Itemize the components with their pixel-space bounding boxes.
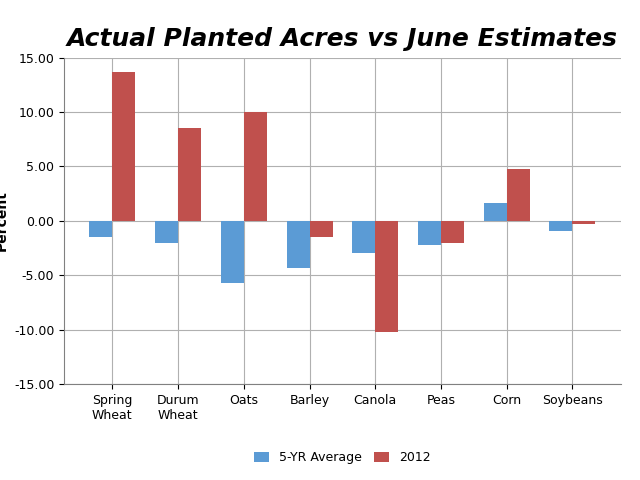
Bar bbox=[507, 168, 530, 221]
Bar bbox=[375, 221, 398, 332]
Bar bbox=[90, 221, 112, 237]
Bar bbox=[112, 72, 135, 221]
Bar bbox=[155, 221, 178, 242]
Bar bbox=[484, 204, 507, 221]
Bar bbox=[244, 112, 267, 221]
Y-axis label: Percent: Percent bbox=[0, 191, 8, 251]
Bar bbox=[418, 221, 441, 245]
Bar bbox=[573, 221, 595, 224]
Legend: 5-YR Average, 2012: 5-YR Average, 2012 bbox=[249, 446, 436, 469]
Bar bbox=[352, 221, 375, 253]
Title: Actual Planted Acres vs June Estimates: Actual Planted Acres vs June Estimates bbox=[67, 27, 618, 51]
Bar bbox=[287, 221, 310, 267]
Bar bbox=[178, 128, 201, 221]
Bar bbox=[221, 221, 244, 283]
Bar bbox=[310, 221, 333, 237]
Bar bbox=[550, 221, 573, 230]
Bar bbox=[441, 221, 464, 242]
